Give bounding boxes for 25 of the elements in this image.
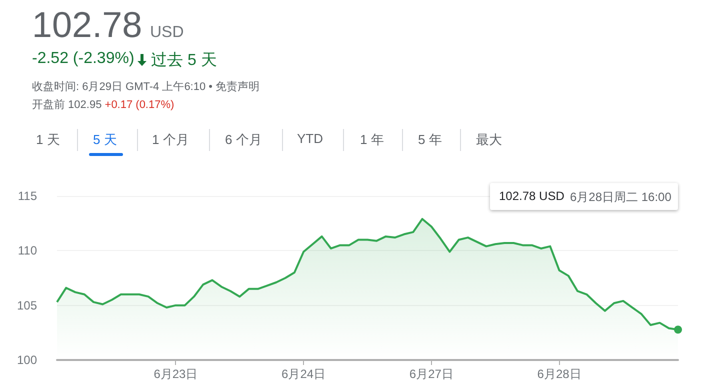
text: 1 天 (36, 131, 60, 149)
y-tick-label: 110 (18, 244, 38, 258)
x-tick-label: 6月23日 (154, 367, 198, 381)
text: 过去 5 天 (151, 50, 217, 71)
text: USD (150, 24, 184, 42)
text: 5 年 (418, 131, 442, 149)
y-tick-label: 100 (16, 353, 38, 367)
text: 开盘前 102.95 (32, 99, 102, 111)
chart-title: 102.78 (32, 4, 142, 46)
x-tick-label: 6月24日 (282, 367, 326, 381)
x-tick-label: 6月28日 (537, 367, 582, 381)
text: 5 天 (93, 131, 117, 149)
y-tick-label: 115 (18, 189, 38, 203)
text: 1 个月 (152, 131, 189, 149)
text: 1 年 (360, 131, 384, 149)
text: 6 个月 (225, 131, 262, 149)
annotation: 102.78 USD (499, 189, 564, 203)
text: -2.52 (-2.39%) (32, 50, 134, 68)
annotation: 6月28日周二 16:00 (570, 189, 672, 206)
text: YTD (297, 131, 323, 146)
x-tick-label: 6月27日 (409, 367, 454, 381)
text: 最大 (476, 131, 502, 149)
text: +0.17 (0.17%) (104, 99, 174, 111)
y-tick-label: 105 (16, 298, 38, 312)
text: 收盘时间: 6月29日 GMT-4 上午6:10 • 免责声明 (32, 80, 260, 94)
